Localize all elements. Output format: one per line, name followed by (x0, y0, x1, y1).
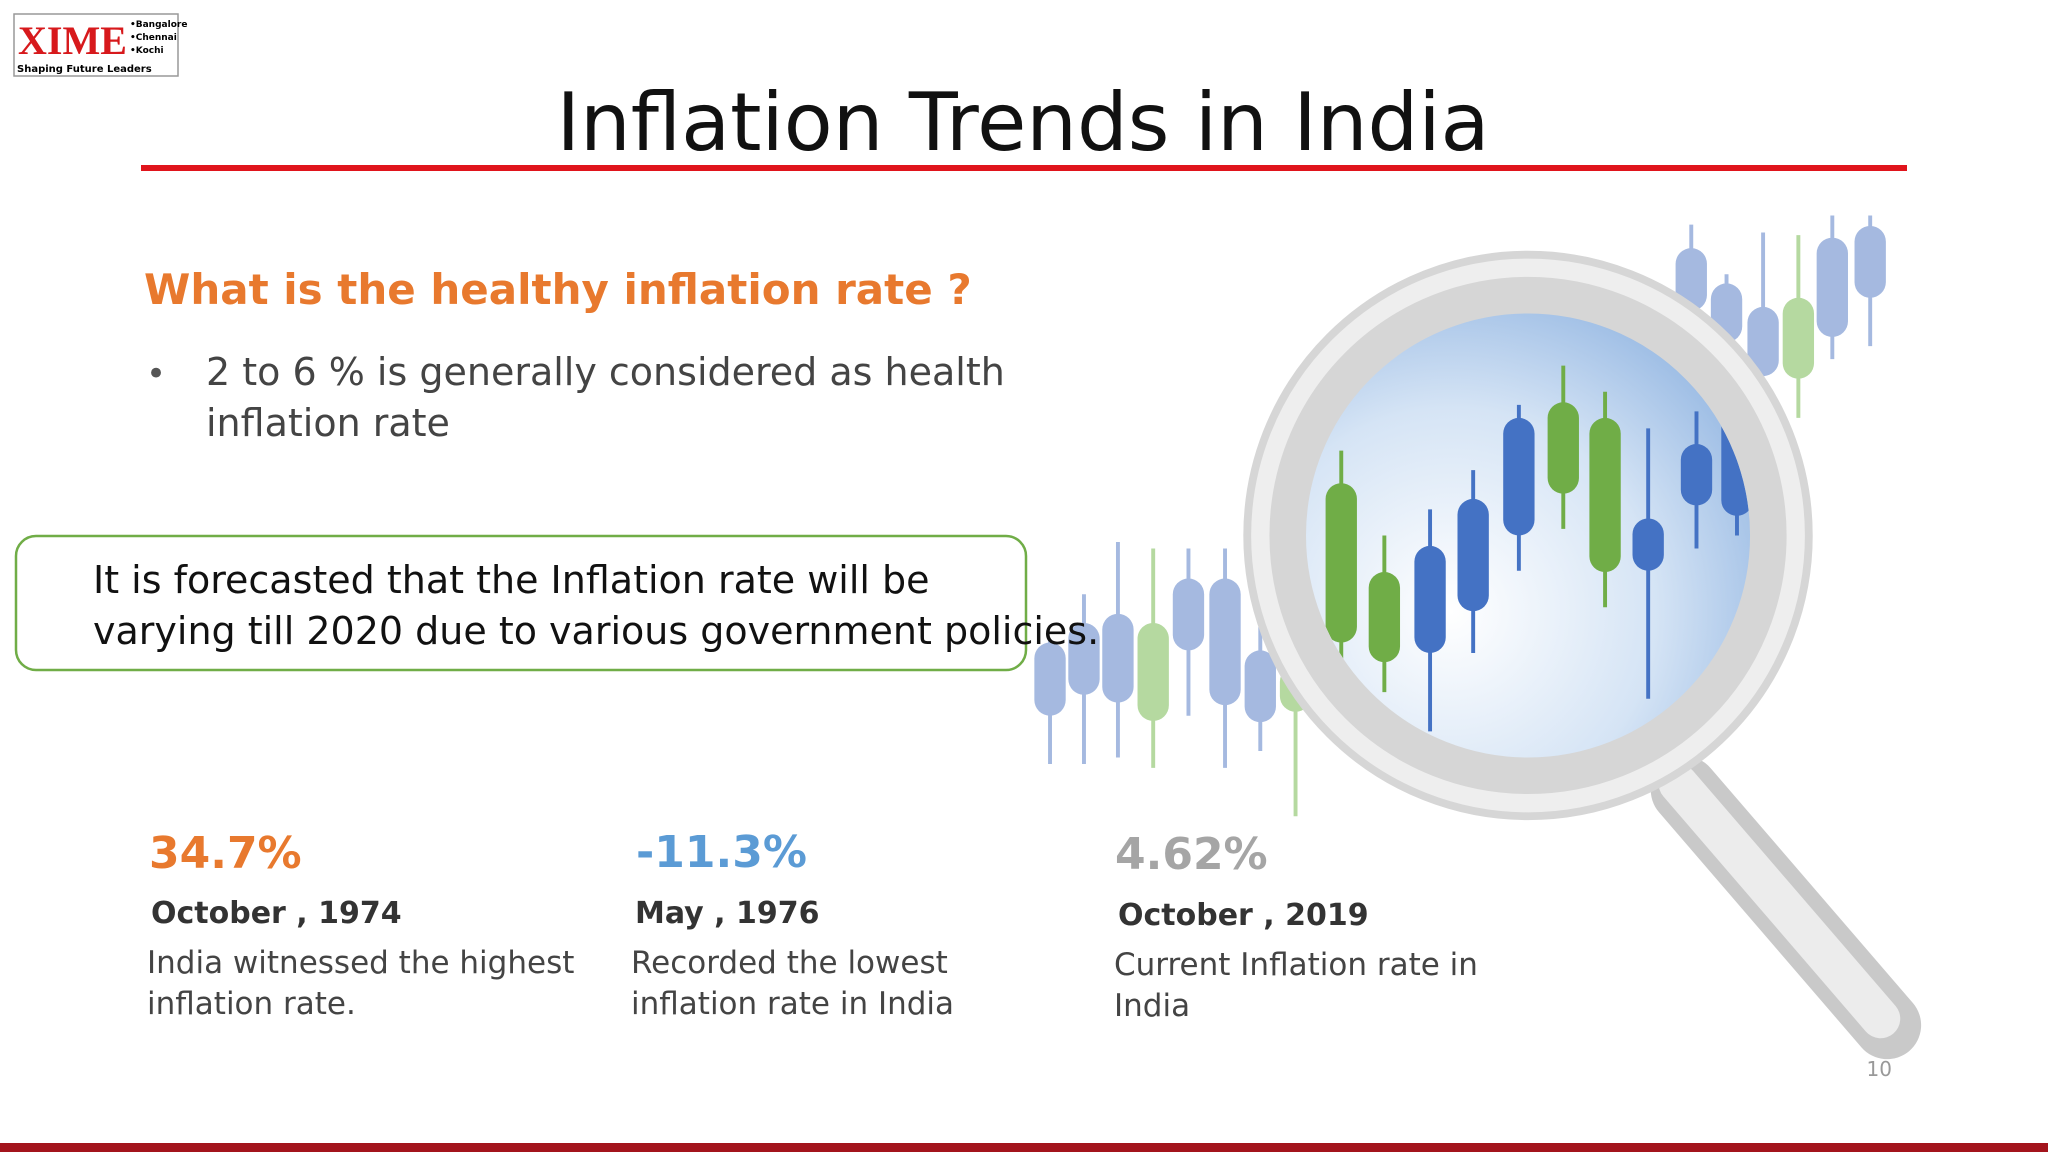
title-rule (141, 165, 1907, 171)
stat-description: India witnessed the highest (147, 945, 574, 981)
logo-tagline: Shaping Future Leaders (17, 64, 152, 75)
lens-ring-shine (1251, 258, 1805, 813)
candle-body (1325, 483, 1357, 643)
stat-date: May , 1976 (635, 896, 820, 931)
footer-bar (0, 1143, 2048, 1152)
stat-description: Current Inflation rate in (1114, 947, 1478, 983)
stat-description: India (1114, 988, 1190, 1024)
bullet-dot: • (146, 354, 166, 394)
logo-campus: •Kochi (130, 46, 164, 56)
candle-body (1816, 237, 1848, 337)
stat: 4.62% October , 2019 Current Inflation r… (1114, 829, 1478, 1024)
candles-lens (1325, 365, 1751, 732)
candle-body (1209, 578, 1241, 706)
candle-body (1854, 225, 1886, 298)
candle-body (1414, 545, 1446, 653)
candle-body (1632, 518, 1664, 571)
stat-date: October , 1974 (151, 896, 402, 931)
candle-body (1068, 622, 1100, 695)
callout-box (14, 534, 1028, 672)
stat-value: 4.62% (1115, 829, 1268, 880)
candle-body (1680, 444, 1713, 506)
bullet-text: inflation rate (206, 401, 450, 445)
stat-description: inflation rate in India (631, 986, 954, 1022)
page-number: 10 (1867, 1057, 1892, 1081)
question: What is the healthy inflation rate ? (144, 265, 972, 314)
illustration (1034, 215, 1922, 1060)
logo-name: XIME (18, 18, 127, 63)
candle-body (1747, 306, 1779, 377)
handle-shine (1658, 764, 1901, 1039)
candle-body (1503, 417, 1535, 536)
stat-date: October , 2019 (1118, 898, 1369, 933)
stat: -11.3% May , 1976 Recorded the lowest in… (631, 827, 954, 1022)
stat-value: -11.3% (636, 827, 807, 878)
lens-ring (1243, 250, 1813, 821)
candle-body (1457, 498, 1489, 612)
candle-body (1782, 297, 1815, 379)
lens (1273, 280, 1783, 791)
candle-body (1244, 650, 1276, 723)
stat-description: inflation rate. (147, 986, 356, 1022)
candle-body (1589, 417, 1621, 573)
candle-body (1368, 572, 1401, 663)
candle-body (1102, 613, 1134, 703)
stat-description: Recorded the lowest (631, 945, 948, 981)
logo-campus: •Bangalore (130, 20, 187, 30)
title: Inflation Trends in India (556, 76, 1489, 169)
logo-campus: •Chennai (130, 33, 177, 43)
bullet-text: 2 to 6 % is generally considered as heal… (206, 350, 1005, 394)
candle-body (1137, 622, 1169, 721)
stat-value: 34.7% (149, 828, 302, 879)
stat: 34.7% October , 1974 India witnessed the… (147, 828, 574, 1022)
candle-body (1547, 402, 1579, 494)
candle-body (1034, 642, 1066, 716)
candle-body (1675, 248, 1707, 311)
candle-body (1172, 578, 1205, 651)
logo: XIME •Bangalore •Chennai •Kochi Shaping … (13, 13, 187, 77)
callout-text: varying till 2020 due to various governm… (93, 609, 1099, 653)
callout-text: It is forecasted that the Inflation rate… (93, 558, 930, 602)
candles-background (1034, 215, 1886, 817)
